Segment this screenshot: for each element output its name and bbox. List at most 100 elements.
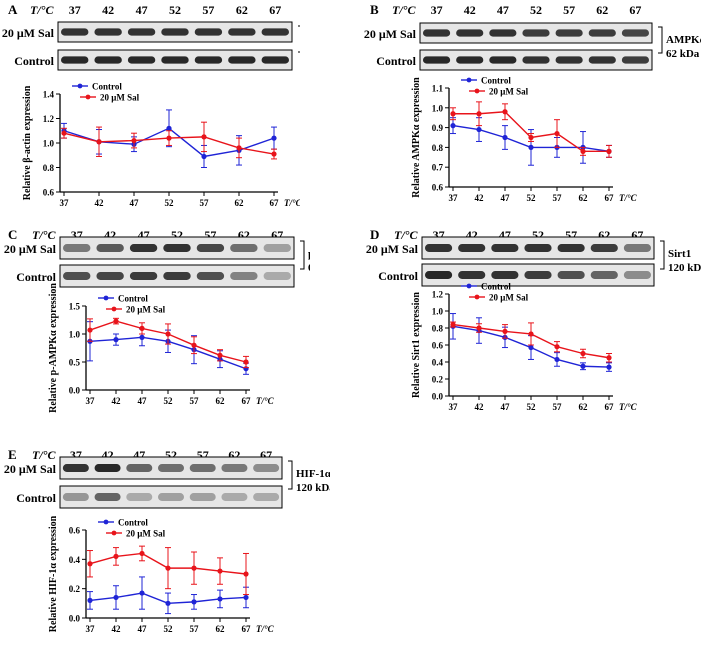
y-tick-label: 1.2 [43,114,55,124]
blot-band [424,244,453,252]
x-tick-label: 62 [579,402,589,412]
blot-band [261,28,289,36]
blot-band [196,272,225,280]
blot-band [588,56,616,64]
y-tick-label: 1.0 [69,330,81,340]
data-point [191,342,197,348]
y-axis-label: Relative AMPKα expression [411,77,422,198]
blot-band [555,56,583,64]
western-blot-treated [59,456,283,480]
y-tick-label: 1.0 [43,139,55,149]
x-tick-label: 52 [165,198,175,208]
control-row-label: Control [376,54,416,68]
western-blot-treated [421,236,655,260]
blot-band [63,244,91,252]
temperature-label: 47 [136,3,148,17]
data-point [191,565,197,571]
data-point [191,599,197,605]
series-treated [450,321,612,363]
data-point [580,148,586,154]
temperature-header: T/°C [32,448,56,462]
blot-bracket [660,240,665,270]
data-point [476,325,482,331]
blot-band [126,464,153,472]
western-blot-treated [419,22,653,44]
x-tick-label: 37 [60,198,70,208]
data-point [502,109,508,115]
blot-band [424,271,453,279]
legend-marker [111,306,117,312]
blot-band [61,28,89,36]
legend-marker [111,530,117,536]
y-tick-label: 1.2 [432,290,444,300]
blot-band [621,56,650,64]
blot-band [458,244,486,252]
y-tick-label: 0.6 [43,188,55,198]
x-axis-label: T/°C [256,624,275,634]
y-tick-label: 0.2 [432,375,444,385]
blot-band [588,29,616,37]
data-point [165,565,171,571]
y-tick-label: 1.0 [432,307,444,317]
series-treated [61,121,277,160]
data-point [166,125,172,131]
blot-band [456,56,484,64]
legend-label: Control [118,294,148,304]
x-tick-label: 67 [270,198,280,208]
x-tick-label: 37 [86,624,96,634]
temperature-label: 47 [497,3,509,17]
data-point [201,134,207,140]
blot-band [127,28,156,36]
blot-band [126,493,153,501]
blot-band [129,272,158,280]
temperature-header: T/°C [32,228,56,242]
y-tick-label: 0.4 [432,358,444,368]
blot-band [489,56,517,64]
blot-bracket [288,460,293,490]
data-point [528,134,534,141]
temperature-label: 42 [102,3,114,17]
blot-band [261,56,289,64]
x-tick-label: 57 [190,396,200,406]
y-tick-label: 0.8 [432,143,444,153]
protein-name: AMPKα [666,34,701,46]
blot-band [96,244,124,252]
x-tick-label: 42 [112,396,122,406]
data-point [450,322,456,328]
control-row-label: Control [16,270,56,284]
data-point [113,553,119,559]
western-blot-control [59,485,283,509]
x-tick-label: 47 [501,402,511,412]
temperature-label: 67 [269,3,281,17]
blot-band [62,493,89,501]
blot-band [157,493,185,501]
x-tick-label: 47 [138,624,148,634]
y-tick-label: 1.0 [432,103,444,113]
data-point [165,331,171,337]
blot-band [422,56,451,64]
western-blot-control [57,49,293,71]
y-tick-label: 0.6 [432,183,444,193]
blot-band [161,28,189,36]
panel-letter: E [8,447,17,462]
legend-label: 20 μM Sal [100,93,140,103]
blot-band [263,244,291,252]
y-tick-label: 0.0 [69,614,81,624]
series-treated [87,317,249,369]
western-blot-treated [59,236,295,260]
series-control [87,576,249,615]
data-point [243,571,249,577]
blot-band [456,29,484,37]
legend-label: 20 μM Sal [126,529,166,539]
data-point [243,359,249,365]
blot-bracket [658,26,663,54]
x-tick-label: 47 [501,193,511,203]
blot-band [524,244,552,252]
x-tick-label: 67 [242,624,252,634]
